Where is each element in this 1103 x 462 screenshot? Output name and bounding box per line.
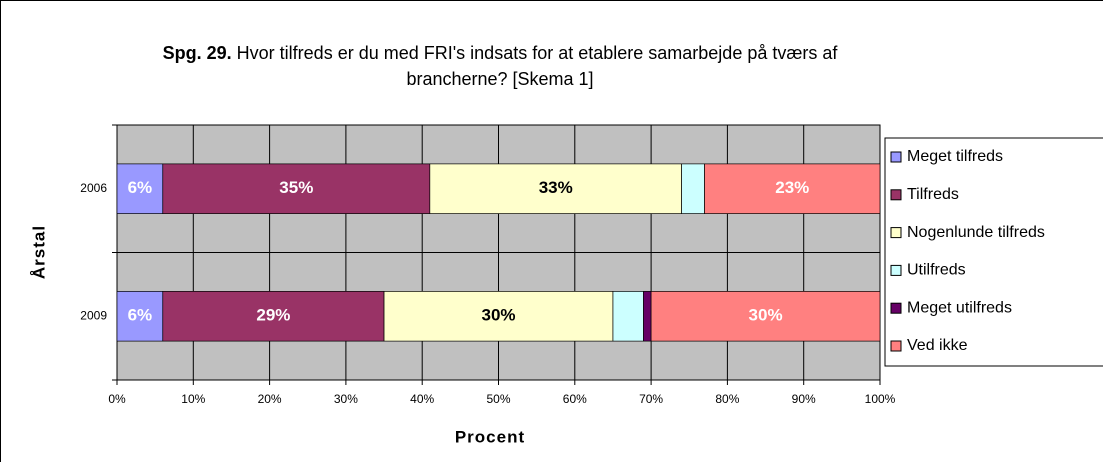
x-tick-label: 30% bbox=[334, 392, 358, 406]
x-axis-label: Procent bbox=[455, 427, 525, 446]
data-label: 23% bbox=[775, 178, 809, 197]
legend-swatch bbox=[890, 151, 902, 163]
bar-segment bbox=[650, 291, 881, 342]
legend-swatch bbox=[890, 264, 902, 276]
legend-label: Tilfreds bbox=[907, 186, 959, 203]
data-label: 30% bbox=[749, 306, 783, 325]
title-text: Hvor tilfreds er du med FRI's indsats fo… bbox=[236, 43, 838, 89]
data-label: 6% bbox=[128, 178, 153, 197]
legend-label: Ved ikke bbox=[907, 337, 968, 354]
chart-title: Spg. 29. Hvor tilfreds er du med FRI's i… bbox=[140, 40, 860, 92]
legend-label: Nogenlunde tilfreds bbox=[907, 224, 1045, 241]
legend-swatch bbox=[890, 227, 902, 239]
data-label: 35% bbox=[279, 178, 313, 197]
data-label: 6% bbox=[128, 306, 153, 325]
data-label: 29% bbox=[256, 306, 290, 325]
x-tick-label: 20% bbox=[258, 392, 282, 406]
legend-label: Meget utilfreds bbox=[907, 299, 1012, 316]
bar-segment bbox=[681, 163, 705, 214]
x-tick-label: 70% bbox=[639, 392, 663, 406]
bar-segment bbox=[116, 291, 164, 342]
data-label: 30% bbox=[481, 306, 515, 325]
x-tick-label: 90% bbox=[792, 392, 816, 406]
x-tick-label: 50% bbox=[486, 392, 510, 406]
x-tick-label: 0% bbox=[108, 392, 126, 406]
bar-segment bbox=[162, 163, 431, 214]
x-tick-label: 60% bbox=[563, 392, 587, 406]
bar-segment bbox=[116, 163, 164, 214]
legend-swatch bbox=[890, 189, 902, 201]
data-label: 33% bbox=[539, 178, 573, 197]
legend-box bbox=[884, 137, 1103, 367]
x-tick-label: 80% bbox=[715, 392, 739, 406]
bar-segment bbox=[612, 291, 644, 342]
x-tick-label: 100% bbox=[865, 392, 896, 406]
legend-label: Utilfreds bbox=[907, 262, 966, 279]
bar-segment bbox=[643, 291, 652, 342]
y-tick-label: 2009 bbox=[80, 308, 107, 322]
legend-label: Meget tilfreds bbox=[907, 148, 1003, 165]
title-bold: Spg. 29. bbox=[162, 43, 232, 63]
bar-segment bbox=[162, 291, 385, 342]
bar-segment bbox=[704, 163, 881, 214]
y-axis-label: Årstal bbox=[29, 225, 48, 279]
legend-swatch bbox=[890, 302, 902, 314]
bar-segment bbox=[429, 163, 682, 214]
x-tick-label: 10% bbox=[181, 392, 205, 406]
y-tick-label: 2006 bbox=[80, 181, 107, 195]
x-tick-label: 40% bbox=[410, 392, 434, 406]
legend-swatch bbox=[890, 340, 902, 352]
